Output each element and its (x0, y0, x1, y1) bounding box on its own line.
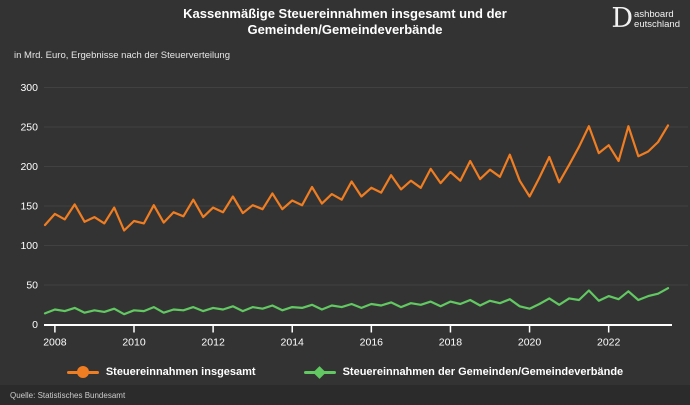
series-line-1 (43, 287, 670, 316)
page-title: Kassenmäßige Steuereinnahmen insgesamt u… (0, 6, 690, 38)
legend-diamond-icon (313, 365, 326, 379)
dashboard-deutschland-logo: D ashboard eutschland (611, 3, 680, 34)
source-text: Quelle: Statistisches Bundesamt (10, 390, 126, 400)
legend-marker-total (66, 365, 99, 379)
x-axis-label-2008: 2008 (43, 337, 67, 349)
y-axis-label-0: 0 (32, 319, 38, 331)
line-chart-canvas[interactable]: 0 50 100 150 200 250 300 2008 2010 2012 2014 2016 20… (0, 80, 690, 355)
legend-item-total[interactable]: Steuereinnahmen insgesamt (66, 365, 256, 379)
title-line-1: Kassenmäßige Steuereinnahmen insgesamt u… (183, 6, 507, 21)
series-line-0 (43, 124, 670, 232)
x-axis-label-2016: 2016 (360, 337, 384, 349)
logo-initial: D (611, 3, 634, 34)
x-axis-label-2022: 2022 (597, 337, 621, 349)
x-axis-label-2014: 2014 (281, 337, 305, 349)
y-axis-label-200: 200 (20, 161, 38, 173)
x-axis-label-2010: 2010 (122, 337, 146, 349)
logo-line-1: ashboard (634, 9, 674, 20)
y-axis-label-250: 250 (20, 122, 38, 134)
x-axis-label-2020: 2020 (518, 337, 542, 349)
legend-circle-icon (76, 366, 89, 378)
chart-legend: Steuereinnahmen insgesamt Steuereinnahme… (0, 361, 690, 383)
y-axis-label-50: 50 (26, 280, 38, 292)
y-axis-label-150: 150 (20, 201, 38, 213)
legend-item-municipal[interactable]: Steuereinnahmen der Gemeinden/Gemeindeve… (303, 365, 624, 379)
logo-text: ashboard eutschland (634, 10, 680, 29)
x-axis-label-2018: 2018 (439, 337, 463, 349)
legend-label-municipal: Steuereinnahmen der Gemeinden/Gemeindeve… (342, 366, 624, 378)
chart-header: Kassenmäßige Steuereinnahmen insgesamt u… (0, 6, 690, 38)
chart-subtitle: in Mrd. Euro, Ergebnisse nach der Steuer… (14, 50, 230, 61)
logo-line-2: eutschland (634, 18, 680, 30)
legend-marker-municipal (303, 365, 336, 379)
x-axis-label-2012: 2012 (201, 337, 225, 349)
chart-svg: 0 50 100 150 200 250 300 2008 2010 2012 2014 2016 20… (20, 82, 688, 349)
y-axis-label-300: 300 (20, 82, 38, 94)
y-axis-label-100: 100 (20, 240, 38, 252)
legend-label-total: Steuereinnahmen insgesamt (105, 366, 256, 378)
source-footer: Quelle: Statistisches Bundesamt (0, 385, 690, 405)
title-line-2: Gemeinden/Gemeindeverbände (247, 22, 443, 37)
